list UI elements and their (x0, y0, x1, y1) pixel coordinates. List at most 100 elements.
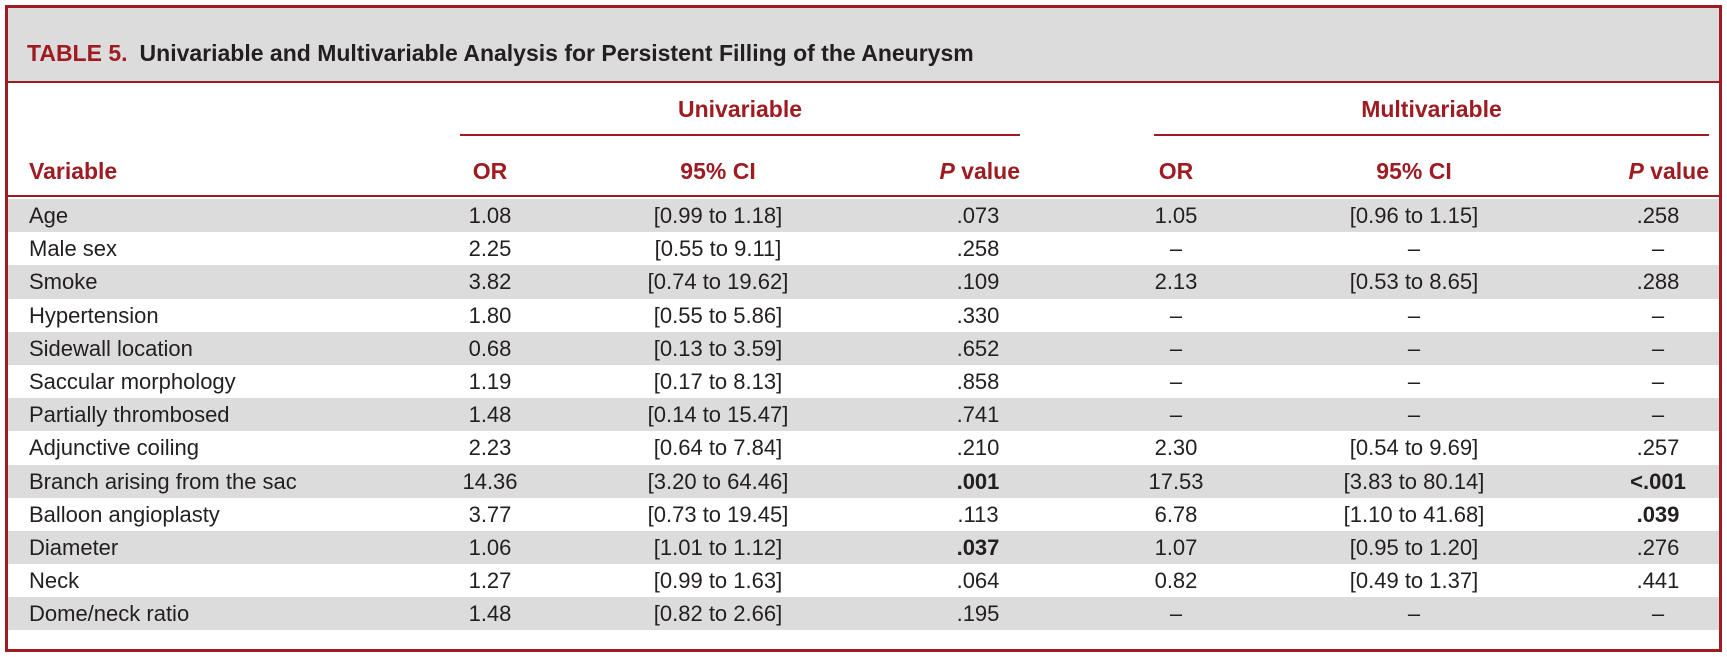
u-or-cell: 0.68 (468, 335, 512, 361)
table-row: Age 1.08 [0.99 to 1.18] .073 1.05 [0.96 to 1.… (8, 199, 1719, 233)
u-ci-cell: [0.14 to 15.47] (647, 402, 789, 428)
m-p-cell: .258 (1636, 203, 1680, 228)
variable-cell: Male sex (29, 236, 118, 262)
variable-cell: Hypertension (29, 302, 159, 328)
m-ci-cell: [0.96 to 1.15] (1349, 203, 1479, 228)
p-rest: value (1643, 158, 1709, 184)
u-p-cell: .113 (957, 501, 999, 527)
table-title: Univariable and Multivariable Analysis f… (139, 40, 974, 66)
table-label: TABLE 5. (27, 40, 128, 66)
m-or-cell: 1.05 (1154, 203, 1198, 228)
u-p-cell: .652 (956, 335, 1000, 361)
variable-cell: Branch arising from the sac (29, 468, 297, 494)
m-p-cell: .441 (1636, 568, 1680, 594)
m-ci-cell: [0.95 to 1.20] (1349, 534, 1479, 560)
u-or-cell: 1.06 (468, 534, 512, 560)
m-p-cell: – (1651, 402, 1665, 428)
m-ci-cell: [1.10 to 41.68] (1343, 501, 1485, 527)
u-p-cell: .741 (956, 402, 1000, 428)
multivariable-group-header: Multivariable (1154, 96, 1709, 136)
table-row: Adjunctive coiling 2.23 [0.64 to 7.84] .210… (8, 431, 1719, 464)
table-row: Saccular morphology 1.19 [0.17 to 8.13] .85… (8, 365, 1719, 398)
variable-cell: Saccular morphology (29, 368, 236, 394)
col-header-univariable-ci: 95% CI (680, 158, 756, 184)
col-header-multivariable-or: OR (1158, 158, 1194, 184)
table-row: Dome/neck ratio 1.48 [0.82 to 2.66] .195 – – – (8, 597, 1719, 631)
u-ci-cell: [3.20 to 64.46] (647, 468, 789, 494)
u-p-cell: .258 (956, 236, 1000, 262)
col-header-univariable-or: OR (472, 158, 508, 184)
m-p-cell: .257 (1636, 435, 1680, 461)
u-ci-cell: [1.01 to 1.12] (653, 534, 783, 560)
u-ci-cell: [0.99 to 1.63] (653, 568, 783, 594)
table-row: Partially thrombosed 1.48 [0.14 to 15.47].… (8, 398, 1719, 432)
m-or-cell: 1.07 (1154, 534, 1198, 560)
m-p-cell: – (1651, 335, 1665, 361)
u-p-cell: .210 (956, 435, 1000, 461)
m-p-cell: – (1651, 302, 1665, 328)
u-ci-cell: [0.17 to 8.13] (653, 368, 783, 394)
u-or-cell: 1.19 (468, 368, 512, 394)
u-ci-cell: [0.99 to 1.18] (653, 203, 783, 228)
u-or-cell: 2.23 (468, 435, 512, 461)
m-ci-cell: – (1407, 335, 1421, 361)
m-p-cell: .288 (1636, 269, 1680, 295)
m-or-cell: 0.82 (1154, 568, 1198, 594)
m-or-cell: 2.30 (1154, 435, 1198, 461)
u-p-cell: .073 (956, 203, 1000, 228)
m-ci-cell: – (1407, 302, 1421, 328)
u-ci-cell: [0.74 to 19.62] (647, 269, 789, 295)
u-ci-cell: [0.55 to 9.11] (654, 236, 782, 262)
m-or-cell: – (1169, 601, 1183, 627)
u-or-cell: 1.48 (468, 402, 512, 428)
univariable-group-header: Univariable (460, 96, 1020, 136)
variable-cell: Balloon angioplasty (29, 501, 220, 527)
col-header-multivariable-ci: 95% CI (1376, 158, 1452, 184)
variable-cell: Neck (29, 568, 80, 594)
u-or-cell: 2.25 (468, 236, 512, 262)
m-p-cell: .039 (1636, 501, 1680, 527)
u-p-cell: .001 (956, 468, 1000, 494)
m-or-cell: 2.13 (1154, 269, 1198, 295)
u-p-cell: .858 (956, 368, 1000, 394)
m-p-cell: – (1651, 601, 1665, 627)
u-p-cell: .330 (956, 302, 1000, 328)
m-ci-cell: [3.83 to 80.14] (1343, 468, 1485, 494)
col-header-univariable-p: P value (870, 158, 1020, 190)
variable-cell: Dome/neck ratio (29, 601, 190, 627)
m-or-cell: – (1169, 335, 1183, 361)
m-or-cell: 17.53 (1148, 468, 1204, 494)
table-row: Smoke 3.82 [0.74 to 19.62] .109 2.13 [0.53 to… (8, 265, 1719, 299)
m-or-cell: – (1169, 302, 1183, 328)
variable-cell: Smoke (29, 269, 98, 295)
table-row: Balloon angioplasty 3.77 [0.73 to 19.45] .1… (8, 498, 1719, 531)
m-or-cell: – (1169, 236, 1183, 262)
m-p-cell: – (1651, 236, 1665, 262)
u-or-cell: 3.82 (468, 269, 512, 295)
m-p-cell: .276 (1636, 534, 1680, 560)
u-ci-cell: [0.82 to 2.66] (653, 601, 783, 627)
u-or-cell: 3.77 (468, 501, 512, 527)
m-or-cell: 6.78 (1154, 501, 1198, 527)
table-row: Sidewall location 0.68 [0.13 to 3.59] .652 –… (8, 331, 1719, 365)
table-row: Branch arising from the sac 14.36 [3.20 to… (8, 464, 1719, 498)
u-ci-cell: [0.73 to 19.45] (647, 501, 789, 527)
u-ci-cell: [0.64 to 7.84] (653, 435, 783, 461)
table-frame: TABLE 5. Univariable and Multivariable A… (5, 5, 1722, 652)
table-body: Age 1.08 [0.99 to 1.18] .073 1.05 [0.96 to 1.… (8, 199, 1719, 631)
table-row: Neck 1.27 [0.99 to 1.63] .064 0.82 [0.49 to 1… (8, 564, 1719, 597)
table-title-bar: TABLE 5. Univariable and Multivariable A… (8, 8, 1719, 83)
u-ci-cell: [0.55 to 5.86] (653, 302, 783, 328)
m-ci-cell: – (1407, 368, 1421, 394)
u-or-cell: 1.48 (468, 601, 512, 627)
m-p-cell: <.001 (1630, 468, 1686, 494)
u-p-cell: .195 (956, 601, 1000, 627)
m-ci-cell: [0.54 to 9.69] (1349, 435, 1479, 461)
m-ci-cell: – (1407, 601, 1421, 627)
m-or-cell: – (1169, 368, 1183, 394)
u-or-cell: 1.27 (468, 568, 512, 594)
table-row: Hypertension 1.80 [0.55 to 5.86] .330 – – – (8, 299, 1719, 332)
col-header-multivariable-p: P value (1559, 158, 1709, 190)
m-ci-cell: [0.53 to 8.65] (1349, 269, 1479, 295)
p-italic: P (1628, 158, 1644, 184)
